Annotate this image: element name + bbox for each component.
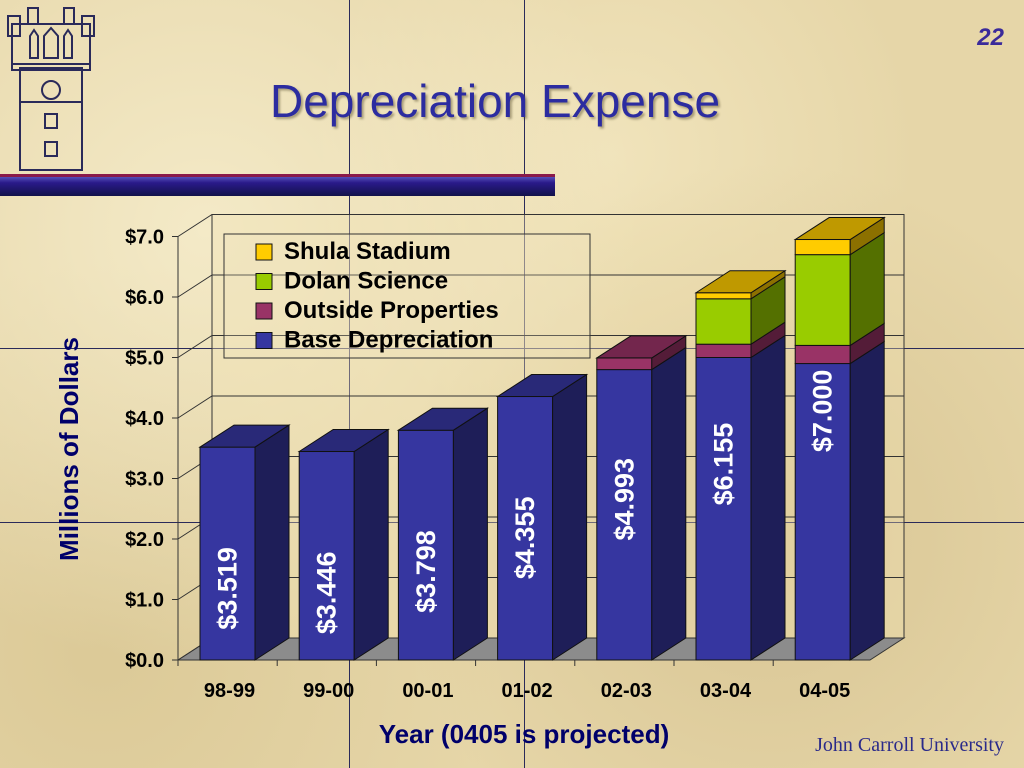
bar-total-label: $3.798 <box>411 530 441 613</box>
bar-top-face <box>198 424 291 448</box>
x-tick-label: 98-99 <box>204 680 255 702</box>
legend-label: Shula Stadium <box>284 238 451 265</box>
bar-total-label: $4.355 <box>510 497 540 580</box>
y-tick-label: $4.0 <box>125 408 164 430</box>
bar-stack <box>694 269 787 661</box>
bar-total-label: $3.446 <box>312 552 342 635</box>
x-tick-label: 99-00 <box>303 680 354 702</box>
depreciation-chart: $0.0 $1.0 $2.0 $3.0 $4.0 $5.0 $6.0 $7.0 98-99 $3.… <box>54 214 906 749</box>
page-title: Depreciation Expense <box>270 75 721 127</box>
bar-top-face <box>495 374 589 398</box>
vertical-guide-line <box>349 0 350 768</box>
bar-top-face <box>595 335 688 359</box>
y-tick-label: $5.0 <box>125 348 164 370</box>
bar-segment-side <box>750 334 786 661</box>
legend-swatch <box>255 243 273 261</box>
bar-segment <box>497 396 554 661</box>
y-tick-label: $3.0 <box>125 469 164 491</box>
bar-top-face <box>396 407 490 431</box>
bar-segment-side <box>254 424 290 661</box>
bar-segment <box>794 254 851 346</box>
y-tick-label: $0.0 <box>125 650 164 672</box>
y-tick-label: $7.0 <box>125 227 164 249</box>
bar-segment-side <box>651 346 687 661</box>
y-axis-label: Millions of Dollars <box>54 337 84 561</box>
legend-label: Dolan Science <box>284 268 448 295</box>
title-underline-accent <box>0 174 555 177</box>
bar-segment <box>596 357 653 371</box>
bar-segment <box>596 369 653 661</box>
bar-segment-side <box>552 373 588 661</box>
bar-top-face <box>694 270 787 294</box>
bar-segment <box>794 344 851 365</box>
bar-stack <box>297 428 390 661</box>
bar-segment <box>695 357 752 661</box>
gridline <box>177 214 904 237</box>
bar-segment-side <box>452 407 488 661</box>
bar-stack <box>396 407 490 661</box>
tower-logo-icon <box>7 7 95 171</box>
x-tick-label: 01-02 <box>502 680 553 702</box>
y-tick-label: $6.0 <box>125 287 164 309</box>
bar-stack <box>495 373 589 661</box>
bar-segment-side <box>353 428 389 661</box>
x-axis-label: Year (0405 is projected) <box>379 719 669 749</box>
footer-brand: John Carroll University <box>815 734 1004 756</box>
x-tick-label: 03-04 <box>700 680 752 702</box>
bar-top-face <box>793 217 886 241</box>
legend-label: Outside Properties <box>284 297 499 324</box>
x-tick-label: 00-01 <box>402 680 453 702</box>
bar-stack <box>793 216 886 661</box>
legend-box <box>223 233 591 359</box>
legend-swatch <box>255 302 273 320</box>
bar-segment <box>695 298 752 345</box>
x-tick-label: 04-05 <box>799 680 850 702</box>
legend-swatch <box>255 273 273 290</box>
y-tick-label: $2.0 <box>125 529 164 551</box>
bar-segment <box>794 239 851 256</box>
bar-total-label: $6.155 <box>709 423 739 506</box>
bar-top-face <box>297 429 390 453</box>
bar-stack <box>595 335 688 661</box>
bar-segment <box>695 343 752 359</box>
horizontal-guide-line <box>0 348 1024 349</box>
bar-total-label: $4.993 <box>609 458 639 541</box>
bar-segment-side <box>849 340 885 661</box>
legend-label: Base Depreciation <box>284 327 493 354</box>
bar-segment <box>794 363 851 661</box>
x-tick-label: 02-03 <box>601 680 652 702</box>
bar-stack <box>198 424 291 661</box>
y-tick-label: $1.0 <box>125 590 164 612</box>
slide-number: 22 <box>977 24 1004 51</box>
legend-swatch <box>255 332 273 349</box>
gridline <box>177 274 904 298</box>
title-underline-bar <box>0 174 555 196</box>
bar-total-label: $7.000 <box>808 370 838 453</box>
bar-total-label: $3.519 <box>213 547 243 630</box>
bar-segment <box>695 292 752 300</box>
